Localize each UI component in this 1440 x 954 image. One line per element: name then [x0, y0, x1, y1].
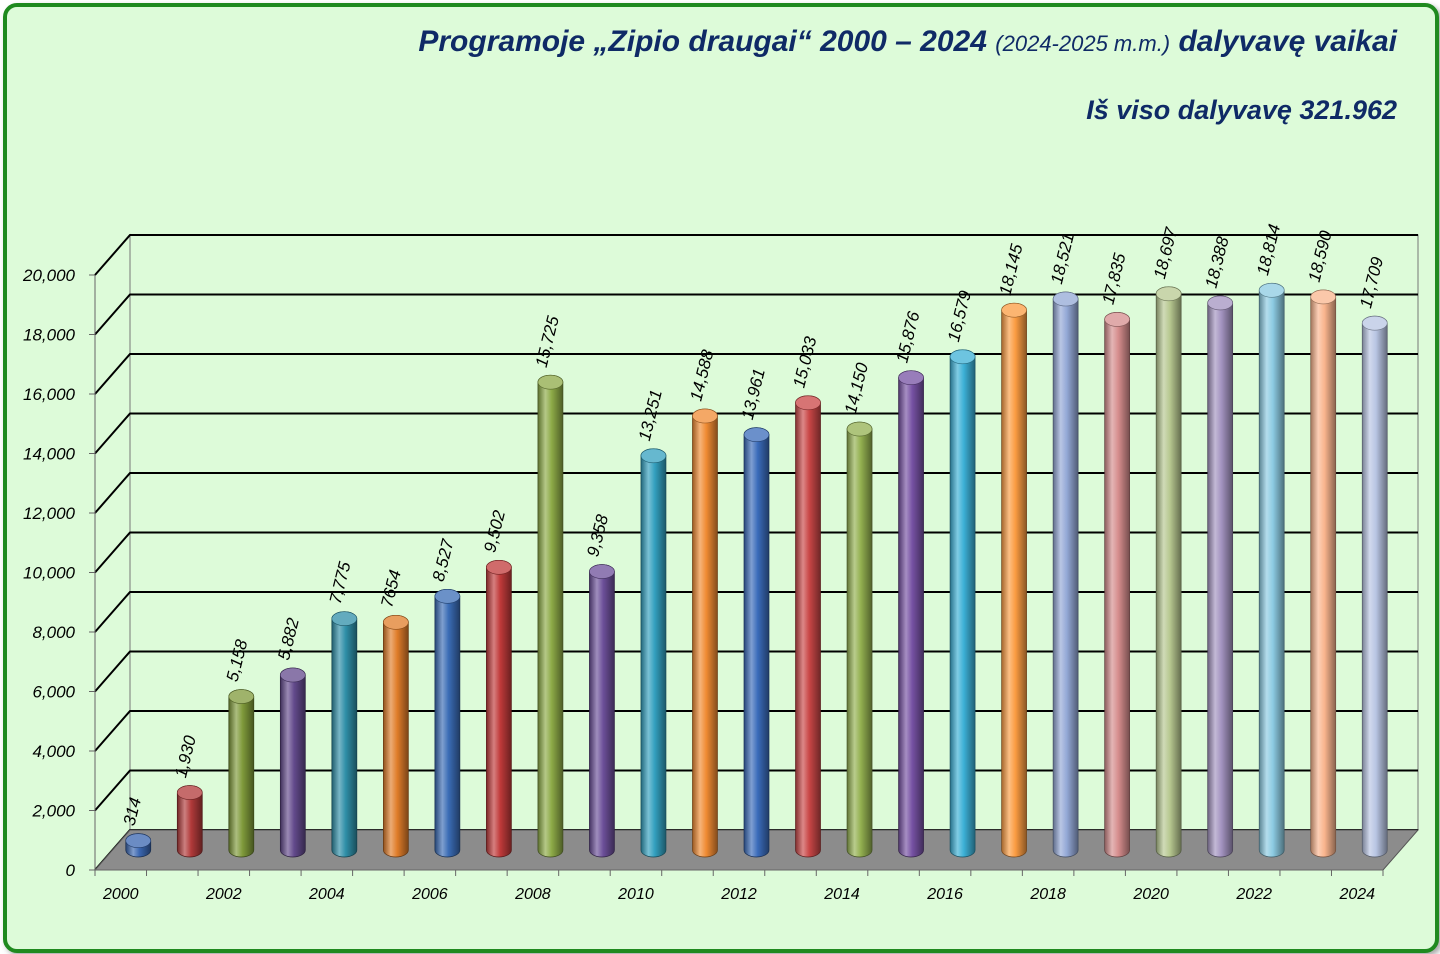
bar-2009 — [589, 564, 615, 858]
x-tick-label: 2012 — [720, 886, 757, 903]
y-tick-label: 0 — [66, 861, 76, 880]
bar-2024 — [1361, 315, 1388, 858]
y-axis: 0 2,000 4,000 6,000 8,000 10,000 12,000 14,000 1… — [22, 266, 96, 880]
title-end: dalyvavę vaikai — [1178, 25, 1397, 58]
bar-2007 — [486, 559, 512, 858]
bar-2019 — [1104, 312, 1130, 858]
bar-top-2000 — [125, 833, 152, 848]
gridline — [94, 412, 1418, 455]
y-tick-label: 10,000 — [23, 564, 76, 583]
gridline — [94, 234, 1418, 276]
x-tick-label: 2010 — [617, 886, 654, 903]
bar-top-2020 — [1155, 286, 1182, 302]
gridline — [94, 769, 1418, 812]
bars — [125, 282, 1388, 858]
x-tick-label: 2020 — [1132, 886, 1169, 903]
bar-2016 — [949, 349, 976, 858]
gridline — [94, 591, 1418, 633]
bar-2023 — [1310, 289, 1337, 858]
bar-2008 — [537, 374, 564, 858]
bar-top-2018 — [1052, 291, 1079, 307]
bar-2011 — [692, 408, 718, 858]
x-tick-label: 2014 — [823, 886, 860, 903]
bar-top-2001 — [176, 785, 203, 800]
gridline — [94, 353, 1418, 395]
bar-2018 — [1052, 291, 1079, 858]
bar-top-2013 — [795, 395, 821, 411]
bar-top-2011 — [692, 408, 718, 424]
x-tick-label: 2022 — [1235, 886, 1272, 903]
bar-top-2017 — [1001, 302, 1027, 318]
bar-2006 — [434, 588, 461, 858]
bar-top-2014 — [846, 421, 873, 437]
bar-top-2008 — [537, 374, 564, 390]
bar-top-2021 — [1207, 295, 1233, 311]
x-tick-label: 2016 — [926, 886, 963, 903]
x-tick-label: 2004 — [308, 886, 345, 903]
bar-2017 — [1001, 302, 1027, 858]
x-tick-label: 2006 — [411, 886, 448, 903]
bar-2013 — [795, 395, 821, 858]
y-tick-label: 4,000 — [32, 742, 75, 761]
bar-top-2003 — [280, 667, 306, 683]
bar-2010 — [640, 448, 667, 858]
bar-2012 — [743, 427, 770, 858]
bar-top-2019 — [1104, 312, 1130, 327]
x-tick-label: 2000 — [102, 886, 139, 903]
y-tick-label: 14,000 — [23, 445, 76, 464]
bar-top-2022 — [1258, 282, 1285, 298]
bar-top-2007 — [486, 560, 512, 575]
y-tick-label: 8,000 — [32, 623, 75, 642]
bar-top-2006 — [434, 589, 461, 604]
x-tick-label: 2018 — [1029, 886, 1066, 903]
chart-title: Programoje „Zipio draugai“ 2000 – 2024 (… — [418, 25, 1397, 59]
bar-top-2015 — [898, 370, 924, 385]
title-main: Programoje „Zipio draugai“ 2000 – 2024 — [418, 25, 987, 58]
x-tick-label: 2024 — [1338, 886, 1375, 903]
x-tick-label: 2008 — [514, 886, 551, 903]
bar-2021 — [1207, 295, 1234, 858]
bar-top-2023 — [1310, 289, 1337, 305]
title-period: (2024-2025 m.m.) — [995, 31, 1171, 56]
x-tick-label: 2002 — [205, 886, 242, 903]
y-tick-label: 16,000 — [23, 385, 76, 404]
gridline — [94, 650, 1418, 693]
bar-2022 — [1258, 282, 1285, 858]
bar-2003 — [279, 667, 306, 858]
gridline — [94, 293, 1418, 336]
bar-2005 — [383, 614, 409, 858]
y-tick-label: 20,000 — [22, 266, 76, 285]
x-axis: 2000 2002 2004 2006 2008 2010 2012 2014 2016 2018… — [94, 869, 1384, 903]
bar-top-2009 — [589, 564, 615, 579]
bar-2014 — [846, 421, 873, 858]
gridline — [94, 710, 1418, 752]
bar-top-2012 — [743, 427, 770, 442]
bar-top-2010 — [640, 448, 667, 464]
gridline — [94, 472, 1418, 514]
bar-top-2004 — [331, 611, 358, 626]
bar-2002 — [228, 689, 255, 858]
y-tick-label: 2,000 — [31, 802, 75, 821]
bar-2004 — [331, 611, 358, 858]
gridline — [94, 531, 1418, 574]
bar-top-2005 — [383, 614, 409, 630]
bar-top-2002 — [228, 689, 255, 704]
bar-2020 — [1155, 286, 1182, 858]
y-tick-label: 6,000 — [32, 683, 75, 702]
y-tick-label: 12,000 — [23, 504, 76, 523]
chart-subtitle: Iš viso dalyvavę 321.962 — [1086, 95, 1397, 125]
bar-top-2024 — [1361, 315, 1388, 331]
y-tick-label: 18,000 — [23, 326, 76, 345]
bar-top-2016 — [949, 349, 976, 365]
bar-2015 — [898, 370, 924, 858]
